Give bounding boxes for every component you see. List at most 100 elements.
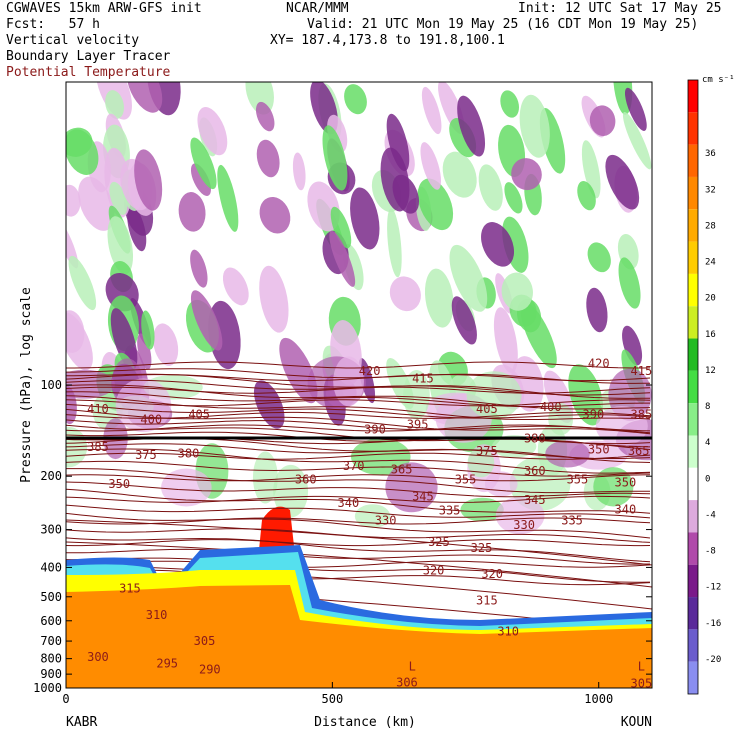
theta-label: 355 [567,472,589,486]
theta-contour [66,452,651,460]
theta-contour [66,419,651,434]
velocity-cell [504,182,523,214]
theta-contour [66,557,651,583]
theta-label: 375 [135,448,157,462]
velocity-cell [457,95,486,157]
theta-contour [66,399,651,407]
velocity-cell [107,216,134,275]
velocity-cell [577,181,596,211]
velocity-cell [245,82,274,115]
theta-label: 400 [140,413,162,427]
model-title: CGWAVES 15km ARW-GFS init [6,1,202,16]
velocity-cell [451,296,477,345]
colorbar-swatch [688,532,698,565]
colorbar-label: 8 [705,402,710,412]
colorbar-frame [687,79,699,695]
y-tick-label: 200 [40,469,62,483]
velocity-cell [466,371,522,420]
velocity-cell [392,174,420,214]
colorbar-label: -4 [705,510,716,520]
colorbar-label: 20 [705,294,716,304]
theta-contour [66,386,651,394]
velocity-cell [417,178,454,231]
theta-label: 385 [631,407,653,421]
velocity-cell [545,440,590,468]
velocity-cell [622,111,652,170]
colorbar-swatch [688,338,698,371]
theta-label: 325 [428,535,450,549]
theta-label: 340 [615,503,637,517]
y-tick-label: 900 [40,667,62,681]
theta-contour [66,517,651,525]
theta-label: 405 [476,402,498,416]
colorbar-swatch [688,467,698,501]
velocity-cell [329,230,356,287]
theta-contour [66,361,651,369]
theta-label: 390 [364,422,386,436]
forecast-hour: Fcst: 57 h [6,17,100,32]
velocity-cell [624,87,647,131]
colorbar-swatch [688,176,698,210]
theta-label: 295 [156,656,178,670]
colorbar-swatch [688,370,698,404]
theta-contour [66,379,651,396]
colorbar-swatch [688,661,698,694]
colorbar-label: 4 [705,438,710,448]
velocity-cell [589,105,616,136]
velocity-cell [403,370,430,420]
velocity-cell [344,84,367,115]
low-marker: L [638,660,645,674]
theta-label: 360 [524,464,546,478]
colorbar-swatch [688,273,698,307]
theta-contour [66,448,651,474]
velocity-cell [68,255,97,311]
theta-label: 330 [375,513,397,527]
init-time: Init: 12 UTC Sat 17 May 25 [518,1,722,16]
velocity-cell [256,139,280,178]
velocity-cell [197,107,228,156]
velocity-cell [386,113,410,172]
theta-label: 380 [178,446,200,460]
velocity-cell [178,192,206,232]
colorbar-unit: cm s⁻¹ [702,75,735,85]
theta-label: 315 [119,582,141,596]
theta-label: 306 [396,676,418,690]
theta-label: 355 [455,472,477,486]
theta-contour [66,569,651,586]
velocity-cell [126,82,163,113]
y-tick-label: 300 [40,523,62,537]
theta-label: 360 [295,472,317,486]
y-axis-label: Pressure (hPa), log scale [19,287,34,483]
theta-label: 340 [338,496,360,510]
velocity-cell [141,310,155,350]
velocity-cell [449,244,488,312]
x-tick-label: 500 [322,692,344,706]
colorbar-label: 12 [705,366,716,376]
y-tick-label: 700 [40,634,62,648]
velocity-cell [520,302,557,369]
theta-label: 350 [108,477,130,491]
colorbar-swatch [688,435,698,468]
velocity-cell [137,333,152,370]
theta-contour [66,474,651,482]
theta-contour [66,384,651,410]
y-tick-label: 1000 [33,681,62,695]
colorbar-swatch [688,241,698,274]
y-tick-label: 600 [40,614,62,628]
velocity-cell [322,125,348,191]
velocity-cell [586,287,608,333]
theta-label: 400 [540,400,562,414]
y-tick-label: 500 [40,590,62,604]
theta-label: 385 [87,440,109,454]
theta-label: 415 [412,371,434,385]
velocity-cell [511,158,542,191]
velocity-cell [66,129,99,175]
x-end-label-left: KABR [66,715,97,730]
velocity-cell [442,151,477,198]
velocity-cell [500,90,519,118]
velocity-cell [493,307,518,374]
velocity-cell [501,272,533,311]
theta-contour [66,468,650,494]
theta-contour [66,391,650,408]
velocity-cell [153,323,179,366]
